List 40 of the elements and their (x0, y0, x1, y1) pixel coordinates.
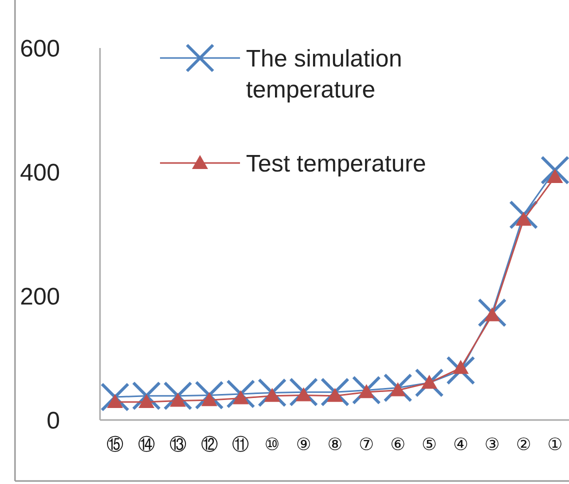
x-tick-label: ② (516, 434, 532, 454)
point (170, 392, 186, 407)
point (327, 388, 343, 402)
point (258, 378, 287, 408)
point (289, 378, 318, 407)
x-tick-label: ③ (484, 434, 500, 454)
point (232, 390, 249, 404)
legend-label: The simulation temperature (246, 45, 402, 104)
x-tick-label: ⑦ (358, 434, 374, 454)
x-tick-label: ⑬ (169, 434, 186, 454)
point (547, 168, 563, 183)
y-tick-label: 200 (20, 283, 60, 310)
x-tick-label: ⑫ (200, 434, 218, 454)
x-tick-label: ⑪ (232, 434, 250, 454)
point (107, 394, 123, 408)
point (358, 384, 374, 398)
point (390, 382, 406, 396)
x-tick-label: ⑥ (390, 434, 406, 454)
point (226, 379, 256, 408)
point (264, 388, 280, 402)
x-tick-label: ⑭ (138, 434, 155, 454)
y-tick-label: 0 (46, 407, 60, 434)
point (138, 394, 154, 408)
point (320, 378, 350, 407)
point (421, 374, 438, 389)
x-tick-label: ⑤ (422, 434, 437, 454)
x-tick-label: ⑧ (327, 434, 343, 454)
point (452, 360, 469, 374)
x-tick-label: ⑮ (106, 434, 124, 454)
point (201, 392, 218, 406)
point (516, 212, 532, 226)
x-tick-label: ⑨ (296, 434, 312, 454)
y-tick-label: 600 (20, 35, 60, 62)
x-tick-label: ④ (453, 434, 468, 454)
x-tick-label: ⑩ (264, 434, 280, 454)
x-tick-label: ① (547, 434, 563, 454)
legend-label: Test temperature (246, 150, 426, 178)
point (484, 307, 500, 322)
y-tick-label: 400 (20, 159, 60, 186)
point (296, 387, 312, 402)
